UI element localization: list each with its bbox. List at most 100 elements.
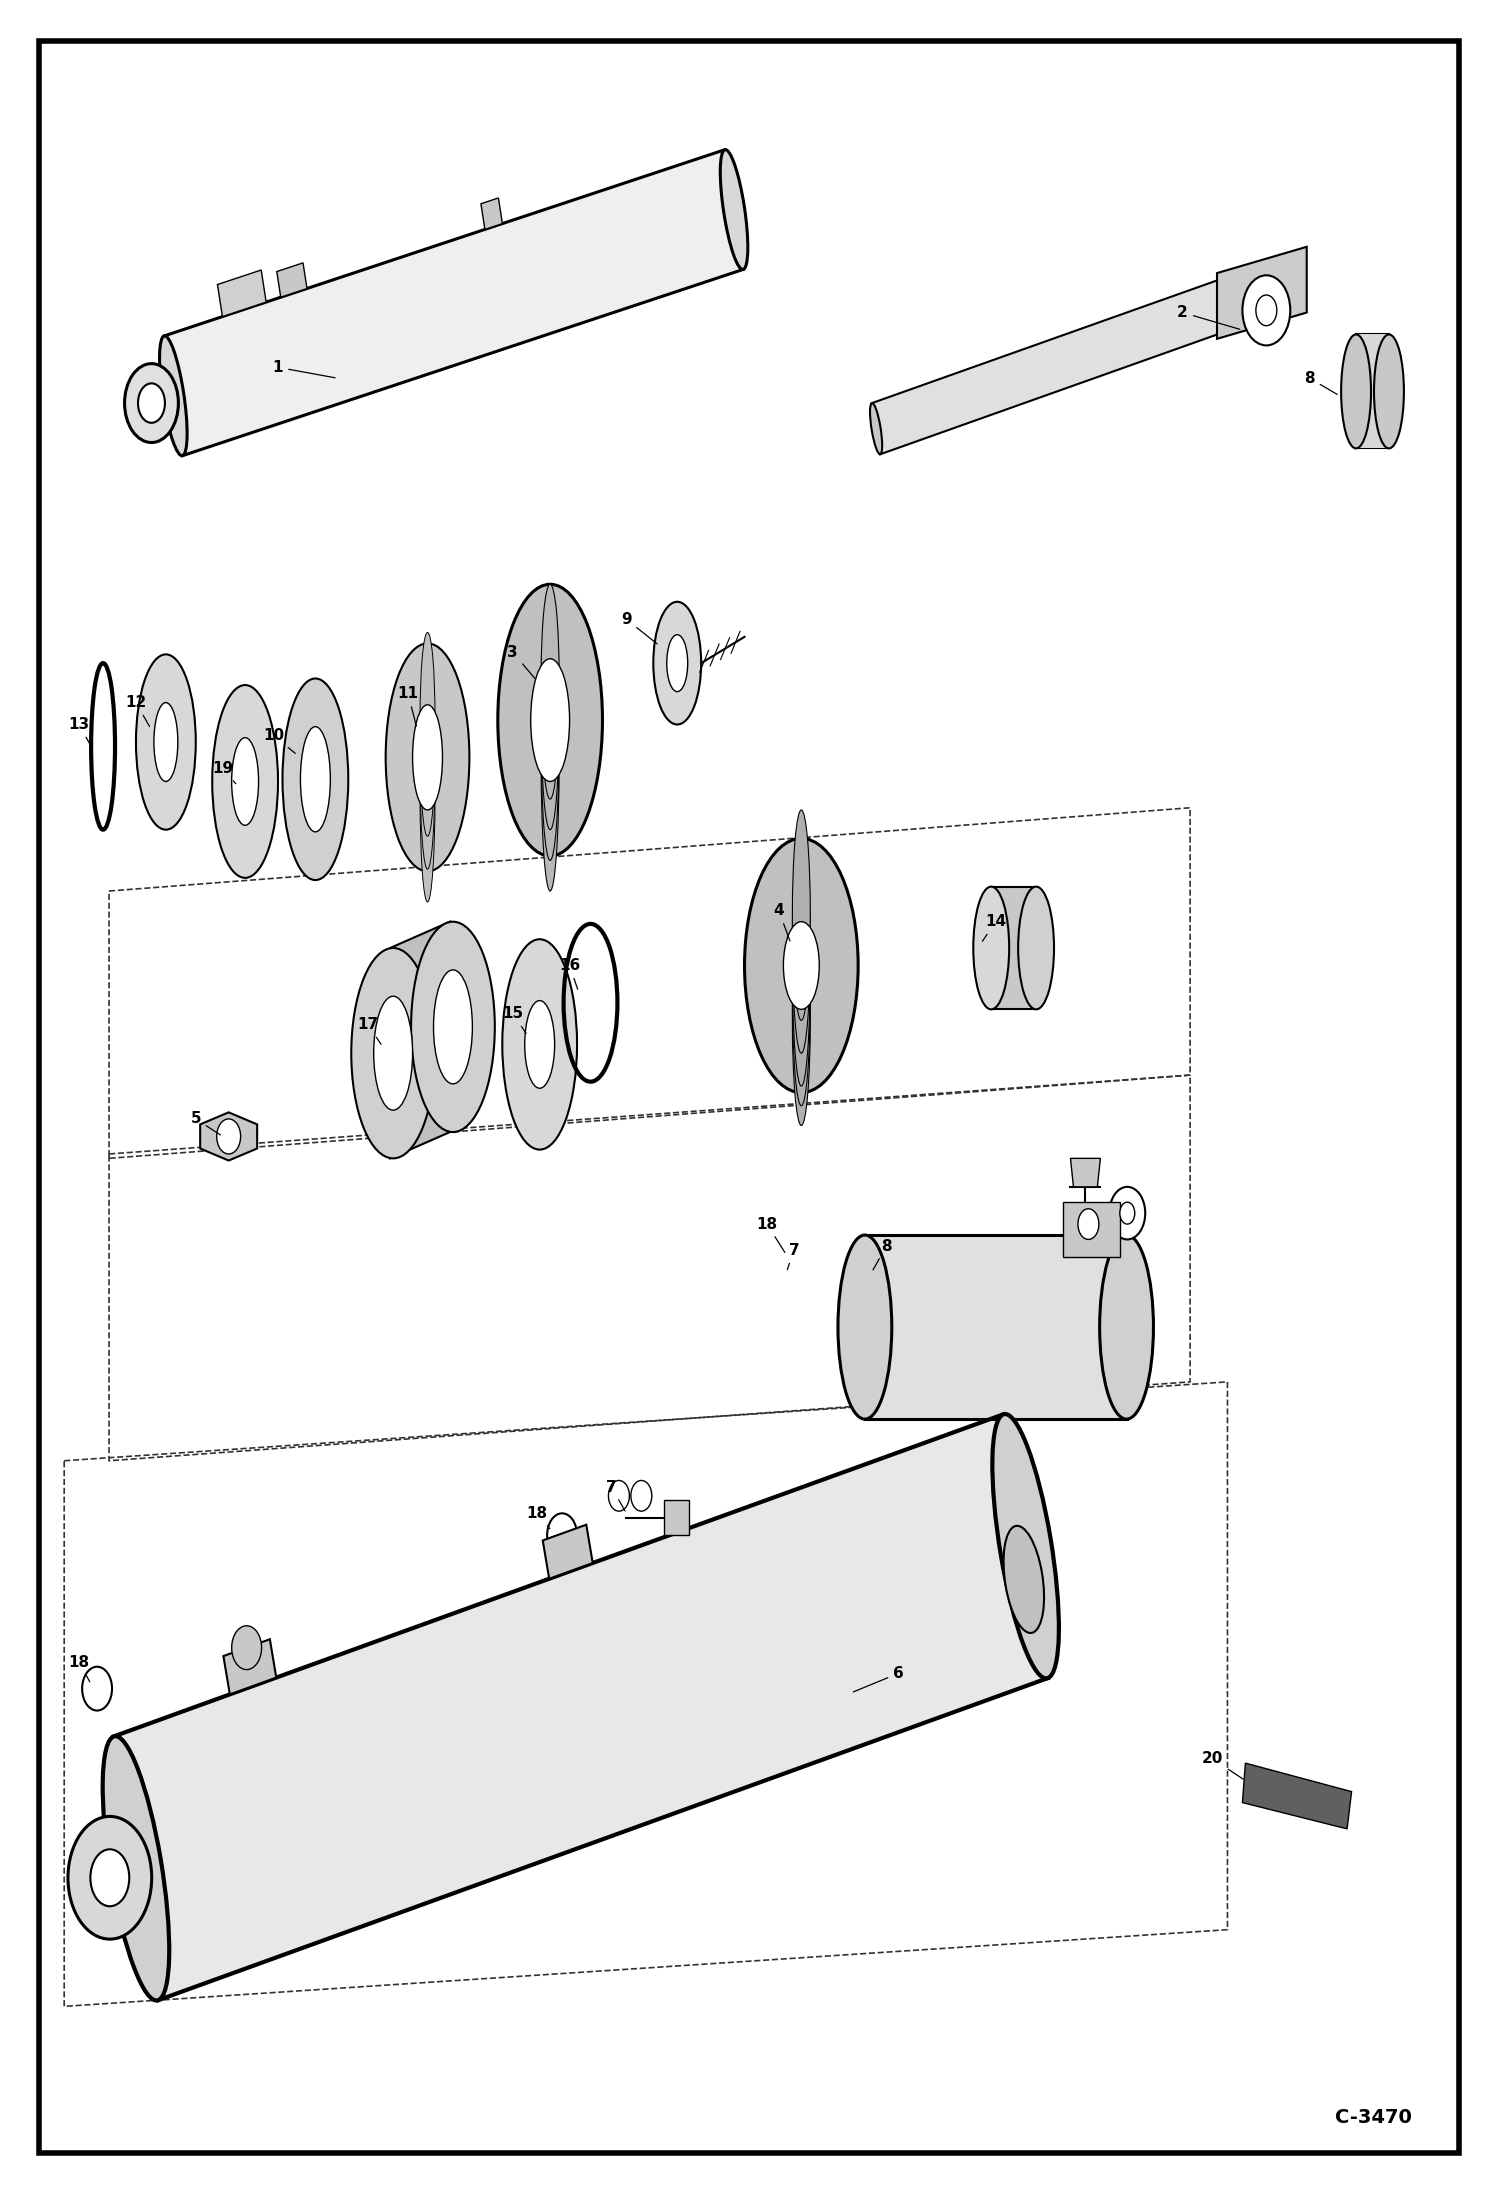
Text: 1: 1 <box>273 360 336 377</box>
Circle shape <box>1121 1202 1135 1224</box>
Text: 3: 3 <box>508 645 535 678</box>
Polygon shape <box>217 270 267 316</box>
Ellipse shape <box>974 886 1010 1009</box>
Ellipse shape <box>745 838 858 1093</box>
Ellipse shape <box>792 829 810 1053</box>
Text: 16: 16 <box>559 959 580 989</box>
Polygon shape <box>872 279 1231 454</box>
Polygon shape <box>223 1639 276 1694</box>
Ellipse shape <box>154 702 178 781</box>
Ellipse shape <box>160 336 187 456</box>
Circle shape <box>1079 1209 1100 1240</box>
Text: 20: 20 <box>1201 1751 1243 1779</box>
Text: 13: 13 <box>69 717 90 744</box>
Ellipse shape <box>870 404 882 454</box>
Ellipse shape <box>792 915 810 1126</box>
Polygon shape <box>1071 1158 1101 1187</box>
Ellipse shape <box>1019 886 1055 1009</box>
Ellipse shape <box>419 652 434 836</box>
Ellipse shape <box>1374 333 1404 448</box>
Polygon shape <box>1216 246 1306 338</box>
Text: 9: 9 <box>622 612 658 643</box>
Text: 18: 18 <box>526 1505 550 1529</box>
Polygon shape <box>277 263 307 296</box>
Text: 7: 7 <box>607 1479 625 1512</box>
Ellipse shape <box>213 685 279 878</box>
Ellipse shape <box>653 601 701 724</box>
Polygon shape <box>542 1525 593 1580</box>
Text: 5: 5 <box>190 1112 220 1134</box>
Bar <box>1064 1202 1121 1257</box>
Text: 12: 12 <box>126 695 150 726</box>
Bar <box>1356 333 1389 448</box>
Ellipse shape <box>792 882 810 1106</box>
Ellipse shape <box>992 1413 1059 1678</box>
Ellipse shape <box>103 1735 169 2001</box>
Ellipse shape <box>524 1000 554 1088</box>
Ellipse shape <box>502 939 577 1150</box>
Circle shape <box>1255 294 1276 325</box>
Circle shape <box>90 1850 129 1907</box>
Ellipse shape <box>792 810 810 1020</box>
Ellipse shape <box>497 584 602 856</box>
Ellipse shape <box>433 970 472 1084</box>
Ellipse shape <box>351 948 434 1158</box>
Ellipse shape <box>232 737 259 825</box>
Ellipse shape <box>783 921 819 1009</box>
Circle shape <box>1242 274 1290 344</box>
Ellipse shape <box>419 691 434 902</box>
Text: 2: 2 <box>1177 305 1240 329</box>
Text: 8: 8 <box>1305 371 1338 395</box>
Circle shape <box>82 1667 112 1711</box>
Ellipse shape <box>412 704 442 810</box>
Text: 11: 11 <box>397 687 418 726</box>
Ellipse shape <box>721 149 748 270</box>
Ellipse shape <box>541 584 559 768</box>
Ellipse shape <box>136 654 196 829</box>
Ellipse shape <box>1341 333 1371 448</box>
Text: 14: 14 <box>983 915 1007 941</box>
Polygon shape <box>1242 1764 1351 1830</box>
Circle shape <box>631 1481 652 1512</box>
Circle shape <box>1110 1187 1146 1240</box>
Ellipse shape <box>373 996 412 1110</box>
Circle shape <box>138 384 165 423</box>
Circle shape <box>547 1514 577 1558</box>
Text: 18: 18 <box>756 1218 785 1253</box>
Ellipse shape <box>792 849 810 1086</box>
Ellipse shape <box>530 658 569 781</box>
Ellipse shape <box>385 643 469 871</box>
Ellipse shape <box>283 678 348 880</box>
Polygon shape <box>389 921 449 1158</box>
Ellipse shape <box>301 726 331 832</box>
Text: 18: 18 <box>69 1654 90 1683</box>
Text: C-3470: C-3470 <box>1335 2108 1411 2126</box>
Text: 17: 17 <box>357 1018 380 1044</box>
Text: 15: 15 <box>502 1007 526 1033</box>
Polygon shape <box>664 1501 689 1536</box>
Polygon shape <box>481 197 502 230</box>
Text: 4: 4 <box>773 904 789 941</box>
Ellipse shape <box>541 636 559 891</box>
Circle shape <box>232 1626 262 1670</box>
Text: 7: 7 <box>788 1242 798 1270</box>
Ellipse shape <box>541 610 559 829</box>
Ellipse shape <box>541 623 559 860</box>
Ellipse shape <box>667 634 688 691</box>
Ellipse shape <box>419 671 434 869</box>
Circle shape <box>608 1481 629 1512</box>
Text: 6: 6 <box>854 1665 903 1692</box>
Ellipse shape <box>1004 1525 1044 1632</box>
Circle shape <box>217 1119 241 1154</box>
Ellipse shape <box>419 632 434 803</box>
Ellipse shape <box>837 1235 891 1420</box>
Ellipse shape <box>410 921 494 1132</box>
Text: 10: 10 <box>264 728 295 753</box>
Polygon shape <box>992 886 1034 1009</box>
Polygon shape <box>114 1415 1047 2001</box>
Polygon shape <box>201 1112 258 1161</box>
Ellipse shape <box>541 597 559 799</box>
Ellipse shape <box>1100 1235 1153 1420</box>
Circle shape <box>124 364 178 443</box>
Circle shape <box>67 1817 151 1939</box>
